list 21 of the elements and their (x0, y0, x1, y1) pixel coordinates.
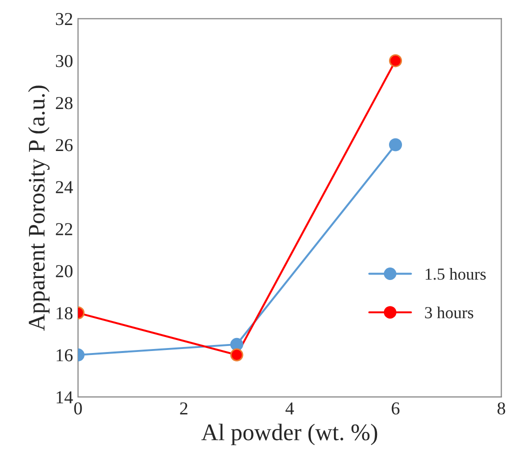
x-tick-label: 2 (180, 402, 188, 414)
y-tick-label: 32 (56, 12, 72, 26)
point (389, 54, 402, 68)
y-tick-label: 26 (56, 139, 73, 152)
x-axis-title: Al powder (wt. %) (201, 424, 378, 446)
y-tick-label: 22 (56, 223, 72, 236)
y-tick-label: 20 (56, 265, 72, 278)
point (389, 138, 402, 152)
legend-label: 3 hours (425, 306, 474, 318)
y-axis-title: Apparent Porosity P (a.u.) (28, 86, 50, 331)
y-tick-label: 14 (56, 391, 73, 404)
x-tick-label: 8 (498, 402, 506, 415)
y-tick-label: 30 (56, 54, 72, 68)
x-tick-label: 4 (286, 402, 294, 414)
y-tick-label: 24 (56, 181, 73, 194)
x-tick-label: 0 (74, 402, 82, 415)
legend-label: 1.5 hours (426, 268, 486, 280)
y-tick-label: 16 (56, 349, 73, 362)
x-tick-label: 6 (392, 402, 400, 415)
y-tick-label: 28 (56, 97, 72, 110)
y-tick-label: 18 (56, 307, 72, 320)
